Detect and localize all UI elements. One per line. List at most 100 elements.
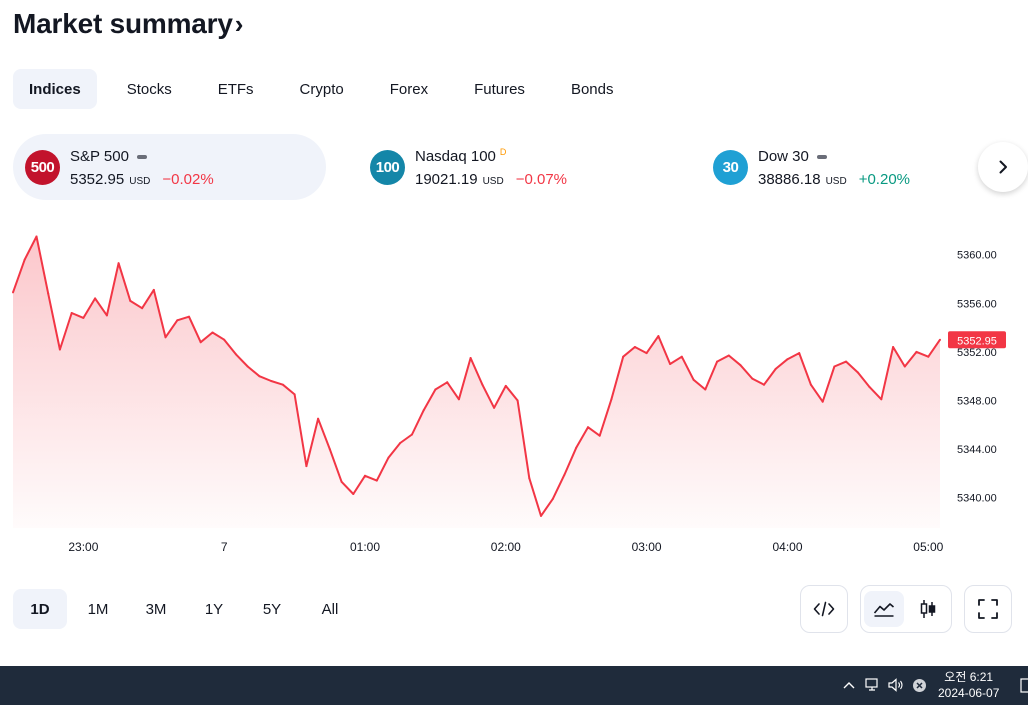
price-point xyxy=(774,367,777,370)
price-point xyxy=(516,399,519,402)
last-price-marker: 5352.95 xyxy=(948,331,1006,349)
price-area-fill xyxy=(13,236,940,528)
price-point xyxy=(927,355,930,358)
delayed-data-icon: D xyxy=(499,146,507,157)
symbol-currency: USD xyxy=(825,175,847,187)
price-point xyxy=(469,357,472,359)
price-point xyxy=(176,319,179,322)
chart-style-toggle xyxy=(860,585,952,633)
price-point xyxy=(340,480,343,483)
embed-icon xyxy=(813,601,835,617)
tab-forex[interactable]: Forex xyxy=(389,80,429,98)
price-point xyxy=(234,353,237,356)
tab-indices[interactable]: Indices xyxy=(13,69,97,109)
next-symbols-button[interactable] xyxy=(978,142,1028,192)
network-icon[interactable] xyxy=(865,678,881,692)
range-3m[interactable]: 3M xyxy=(145,600,167,618)
price-point xyxy=(493,406,496,409)
chevron-right-icon xyxy=(999,160,1007,174)
notification-off-icon[interactable] xyxy=(912,678,927,693)
tab-crypto[interactable]: Crypto xyxy=(299,80,344,98)
price-point xyxy=(692,378,695,381)
price-line xyxy=(12,235,941,517)
price-point xyxy=(47,292,50,295)
tab-stocks[interactable]: Stocks xyxy=(126,80,172,98)
price-point xyxy=(58,348,61,351)
price-area xyxy=(13,236,940,528)
volume-icon[interactable] xyxy=(888,678,904,692)
x-tick-label: 05:00 xyxy=(913,540,943,554)
price-point xyxy=(293,393,296,396)
y-tick-label: 5360.00 xyxy=(957,250,997,262)
symbol-card-ndx[interactable]: 100 Nasdaq 100 D 19021.19 USD −0.07% xyxy=(358,134,658,200)
symbol-logo: 500 xyxy=(25,149,60,185)
price-point xyxy=(587,426,589,429)
price-point xyxy=(317,417,320,420)
price-point xyxy=(680,355,683,358)
price-point xyxy=(598,434,601,437)
price-point xyxy=(633,346,636,348)
price-point xyxy=(223,338,226,341)
y-tick-label: 5356.00 xyxy=(957,298,997,310)
tab-futures[interactable]: Futures xyxy=(474,80,525,98)
price-point xyxy=(669,363,672,365)
price-point xyxy=(868,386,871,389)
chevron-right-icon: › xyxy=(234,8,244,39)
chevron-up-icon[interactable] xyxy=(842,678,856,692)
price-point xyxy=(12,291,14,294)
symbol-card-dji[interactable]: 30 Dow 30 38886.18 USD +0.20% xyxy=(701,134,961,200)
symbol-currency: USD xyxy=(129,175,151,187)
price-series-line xyxy=(12,235,941,517)
range-selector: 1D 1M 3M 1Y 5Y All xyxy=(13,589,361,629)
price-points xyxy=(12,235,941,517)
price-point xyxy=(528,477,531,480)
x-tick-label: 01:00 xyxy=(350,540,380,554)
price-point xyxy=(575,446,578,449)
x-tick-label: 7 xyxy=(221,540,228,554)
price-point xyxy=(786,358,789,361)
system-clock[interactable]: 오전 6:21 2024-06-07 xyxy=(938,669,999,701)
price-point xyxy=(727,354,730,357)
symbol-name: Nasdaq 100 xyxy=(415,148,496,165)
price-point xyxy=(411,433,413,436)
price-point xyxy=(939,338,941,341)
price-point xyxy=(704,388,707,391)
price-point xyxy=(622,355,625,358)
notifications-icon[interactable] xyxy=(1020,678,1028,694)
y-tick-label: 5344.00 xyxy=(957,444,997,456)
price-point xyxy=(258,375,261,378)
price-point xyxy=(246,365,249,368)
price-point xyxy=(364,474,366,477)
price-point xyxy=(305,465,308,468)
x-tick-label: 23:00 xyxy=(68,540,98,554)
price-point xyxy=(457,398,460,401)
market-status-icon xyxy=(136,154,147,159)
range-1d[interactable]: 1D xyxy=(13,589,67,629)
embed-button[interactable] xyxy=(800,585,848,633)
tab-etfs[interactable]: ETFs xyxy=(217,80,254,98)
range-1m[interactable]: 1M xyxy=(87,600,109,618)
price-chart[interactable]: 5360.00 5356.00 5352.00 5348.00 5344.00 5340.… xyxy=(0,228,1028,568)
tab-bonds[interactable]: Bonds xyxy=(570,80,614,98)
price-point xyxy=(481,383,484,386)
fullscreen-button[interactable] xyxy=(964,585,1012,633)
price-point xyxy=(915,350,918,353)
x-tick-label: 02:00 xyxy=(491,540,521,554)
area-chart-icon xyxy=(873,603,895,617)
price-point xyxy=(845,360,848,363)
price-point xyxy=(657,335,660,338)
symbol-currency: USD xyxy=(482,175,504,187)
range-all[interactable]: All xyxy=(321,600,339,618)
range-1y[interactable]: 1Y xyxy=(204,600,224,618)
y-tick-label: 5348.00 xyxy=(957,396,997,408)
range-5y[interactable]: 5Y xyxy=(262,600,282,618)
candles-style-button[interactable] xyxy=(908,591,948,627)
area-style-button[interactable] xyxy=(864,591,904,627)
x-tick-label: 03:00 xyxy=(632,540,662,554)
market-status-icon xyxy=(816,154,827,159)
price-point xyxy=(188,315,190,318)
page-title[interactable]: Market summary › xyxy=(13,8,243,40)
symbol-card-spx[interactable]: 500 S&P 500 5352.95 USD −0.02% xyxy=(13,134,326,200)
symbol-name: S&P 500 xyxy=(70,148,129,165)
candles-icon xyxy=(920,600,936,618)
